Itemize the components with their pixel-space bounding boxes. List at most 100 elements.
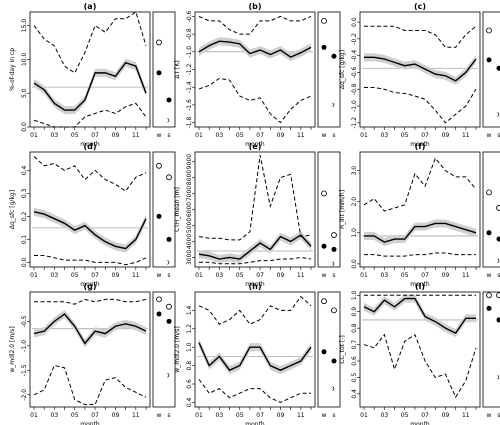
side-marker-s-closed — [331, 53, 337, 59]
mean-series-line — [33, 211, 147, 250]
side-frame — [317, 151, 341, 268]
x-tick-label: 01 — [360, 132, 368, 139]
x-tick-label: 07 — [421, 272, 429, 279]
mean-series-line — [33, 61, 147, 111]
y-tick-label: 7000 — [186, 186, 193, 201]
panel-7: (g) -2.0 -1.5 -1.0 -0.5 w_mdl2.0 [m/s] 01 03 05 0… — [9, 282, 176, 425]
x-tick-label: 11 — [132, 412, 140, 419]
side-marker-s-small — [332, 386, 335, 391]
side-marker-s-small — [497, 258, 500, 264]
x-tick-label: 09 — [277, 272, 285, 279]
y-tick-label: 10.0 — [21, 52, 28, 66]
x-axis-label: month — [410, 281, 430, 288]
lower-series-line — [364, 87, 477, 124]
side-label-w: w — [157, 132, 162, 139]
y-tick-label: -1.0 — [351, 100, 358, 112]
y-tick-label: 1.4 — [186, 305, 193, 315]
y-axis-label: w_mdl2.0 [m/s] — [174, 326, 181, 372]
lower-series-line — [199, 256, 312, 265]
x-tick-label: 09 — [112, 272, 120, 279]
x-axis-label: month — [410, 421, 430, 425]
side-label-w: w — [157, 272, 162, 279]
side-marker-w-closed — [321, 44, 327, 50]
panel-3: (c) -1.2 -1.0 -0.8 -0.6 -0.4 -0.2 0.0 Δq_sfc [g/… — [339, 2, 500, 148]
x-tick-label: 07 — [256, 272, 264, 279]
panel-title: (b) — [248, 2, 261, 11]
y-tick-label: -1.2 — [186, 63, 193, 75]
x-tick-label: 05 — [71, 132, 79, 139]
side-marker-w-open — [321, 190, 327, 197]
x-tick-label: 01 — [30, 272, 38, 279]
x-tick-label: 07 — [421, 132, 429, 139]
y-tick-label: 8000 — [186, 170, 193, 185]
y-tick-label: 0.0 — [21, 122, 28, 132]
x-tick-label: 03 — [216, 272, 224, 279]
x-tick-label: 11 — [297, 272, 305, 279]
y-tick-label: -1.4 — [186, 81, 193, 93]
y-tick-label: 0.5 — [351, 372, 358, 382]
x-tick-label: 09 — [277, 412, 285, 419]
side-label-s: s — [332, 272, 335, 279]
side-marker-w-open — [486, 292, 492, 299]
x-tick-label: 03 — [381, 132, 389, 139]
panel-2: (b) -1.8 -1.6 -1.4 -1.2 -1.0 -0.8 -0.6 ΔT [K] 01 0… — [174, 2, 341, 148]
y-tick-label: 1.0 — [351, 290, 358, 300]
x-tick-label: 09 — [277, 132, 285, 139]
y-tick-label: -1.5 — [21, 364, 28, 376]
side-label-s: s — [167, 272, 170, 279]
y-tick-label: -0.4 — [351, 50, 358, 62]
x-tick-label: 11 — [462, 412, 470, 419]
y-tick-label: 0.7 — [351, 340, 358, 350]
panel-9: (i) 0.4 0.5 0.6 0.7 0.8 0.9 1.0 CC_tot [-] 01 03 05… — [339, 282, 500, 425]
x-tick-label: 11 — [297, 132, 305, 139]
side-marker-s-small — [332, 261, 335, 267]
x-tick-label: 07 — [91, 132, 99, 139]
plot-frame — [194, 11, 316, 128]
y-axis-label: %-of-day in cp — [9, 48, 16, 91]
y-tick-label: 0.8 — [186, 361, 193, 371]
panel-8: (h) 0.4 0.6 0.8 1.0 1.2 1.4 w_mdl2.0 [m/s] 01 03 0… — [174, 282, 341, 425]
plot-frame — [359, 11, 481, 128]
plot-frame — [194, 291, 316, 408]
mean-band — [199, 338, 311, 375]
upper-series-line — [33, 11, 147, 74]
side-marker-s-closed — [331, 246, 337, 252]
upper-series-line — [198, 15, 312, 35]
lower-series-line — [34, 255, 147, 266]
upper-series-line — [34, 298, 147, 305]
mean-series-line — [364, 222, 477, 243]
y-tick-label: 0.4 — [21, 165, 28, 175]
plot-frame — [29, 11, 151, 128]
side-marker-s-open — [166, 303, 172, 310]
lower-series-line — [198, 77, 312, 124]
lower-series-line — [33, 102, 147, 128]
plot-frame — [29, 151, 151, 268]
y-tick-label: -1.2 — [351, 117, 358, 129]
side-frame — [317, 11, 341, 128]
side-marker-w-closed — [486, 57, 492, 63]
side-marker-s-small — [497, 375, 500, 380]
side-marker-w-closed — [156, 213, 162, 219]
side-marker-s-small — [167, 117, 170, 123]
x-tick-label: 07 — [256, 412, 264, 419]
x-tick-label: 03 — [381, 272, 389, 279]
x-axis-label: month — [245, 281, 265, 288]
side-label-s: s — [332, 132, 335, 139]
upper-series-line — [33, 156, 147, 192]
x-tick-label: 07 — [256, 132, 264, 139]
side-frame — [152, 11, 176, 128]
side-frame — [152, 291, 176, 408]
x-tick-label: 09 — [112, 412, 120, 419]
side-label-w: w — [322, 132, 327, 139]
y-tick-label: -0.2 — [351, 33, 358, 45]
panel-title: (d) — [83, 142, 96, 151]
x-axis-label: month — [245, 141, 265, 148]
x-tick-label: 03 — [216, 412, 224, 419]
side-label-w: w — [487, 132, 492, 139]
upper-series-line — [198, 155, 312, 241]
side-marker-w-closed — [486, 305, 492, 311]
y-tick-label: -1.8 — [186, 117, 193, 129]
x-axis-label: month — [80, 421, 100, 425]
